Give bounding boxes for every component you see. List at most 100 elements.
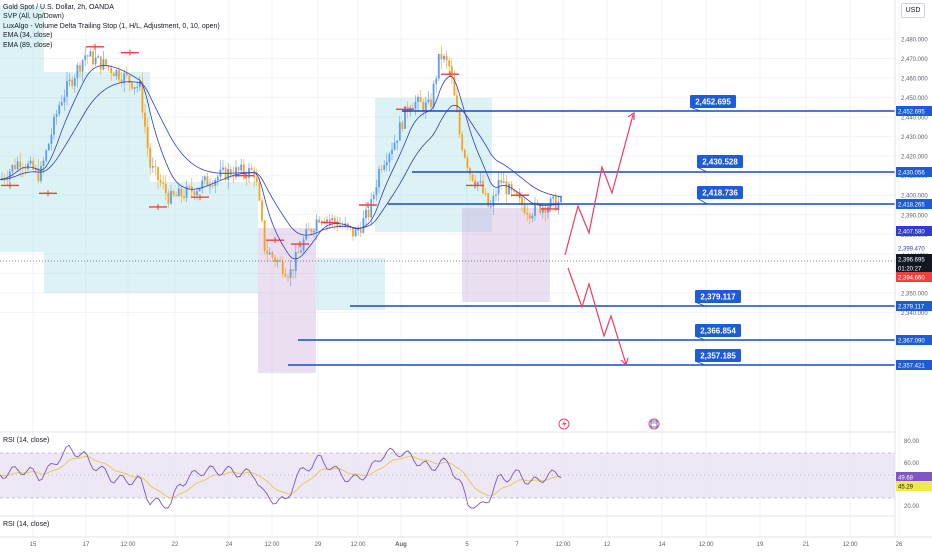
price-tick: 2,420.000: [901, 155, 928, 161]
candle-body: [359, 229, 362, 233]
candle: [534, 197, 536, 221]
time-tick: 5: [465, 542, 469, 548]
candle: [383, 160, 386, 172]
candle: [27, 160, 29, 171]
candle-body: [502, 181, 505, 183]
rsi-pane[interactable]: [0, 431, 895, 517]
candle-body: [401, 122, 404, 129]
level-3[interactable]: 2,418.736: [388, 186, 895, 205]
candle-body: [136, 86, 139, 88]
candle: [123, 69, 126, 93]
candle: [281, 256, 284, 279]
candle-body: [162, 182, 165, 184]
level-label-box[interactable]: [695, 324, 741, 337]
candle-body: [133, 87, 136, 89]
level-1[interactable]: 2,452.695: [402, 95, 895, 112]
candle: [284, 268, 287, 278]
candle: [271, 250, 274, 262]
candle: [482, 174, 484, 195]
level-label-box[interactable]: [697, 155, 743, 168]
price-levels[interactable]: 2,452.695 2,430.528 2,418.736 2,379.117 2,36…: [288, 95, 895, 366]
candle-body: [79, 65, 81, 72]
ema-axis-tag-2-bg: [896, 243, 932, 253]
candle-body: [154, 166, 157, 168]
level-label[interactable]: 2,366.854: [700, 327, 736, 336]
price-axis[interactable]: 2,480.000 2,470.000 2,460.000 2,450.000 2,44…: [894, 0, 932, 537]
indicator-luxalgo[interactable]: LuxAlgo - Volume Delta Trailing Stop (1,…: [3, 22, 220, 30]
candle-body: [489, 206, 492, 208]
lightning-icon[interactable]: [558, 418, 570, 430]
candle-body: [94, 57, 97, 65]
candle-body: [73, 78, 76, 87]
level-axis-tag-bg: [896, 335, 932, 345]
level-label-box[interactable]: [695, 349, 741, 362]
candle: [469, 166, 471, 182]
projection-down-path[interactable]: [567, 267, 627, 365]
candle-body: [105, 59, 107, 67]
level-label[interactable]: 2,430.528: [702, 158, 738, 167]
candle-body: [214, 180, 217, 186]
candle-body: [492, 195, 495, 207]
candle-body: [482, 181, 484, 194]
level-label[interactable]: 2,418.736: [702, 189, 738, 198]
candle: [476, 181, 479, 192]
candle-body: [11, 165, 14, 172]
indicator-ema-34[interactable]: EMA (34, close): [3, 32, 53, 40]
level-label[interactable]: 2,379.117: [700, 293, 736, 302]
candle: [58, 100, 61, 117]
candle: [167, 189, 170, 209]
level-label[interactable]: 2,452.695: [695, 98, 731, 107]
indicator-svp[interactable]: SVP (All, Up/Down): [3, 13, 64, 21]
candle-body: [471, 174, 474, 181]
symbol-title[interactable]: Gold Spot / U.S. Dollar, 2h, OANDA: [3, 4, 114, 11]
candle-body: [552, 196, 555, 199]
candle: [53, 113, 55, 140]
level-axis-tag-bg: [896, 167, 932, 177]
candle: [63, 89, 66, 111]
candle: [450, 58, 453, 84]
level-label[interactable]: 2,357.185: [700, 352, 736, 361]
candle-body: [240, 164, 243, 171]
candle-body: [149, 147, 152, 168]
time-tick: 12:00: [350, 542, 366, 548]
candle-body: [466, 157, 469, 168]
level-6[interactable]: 2,357.185: [288, 349, 895, 366]
currency-button[interactable]: USD: [901, 3, 925, 18]
candle: [120, 72, 123, 88]
candle-body: [370, 199, 373, 218]
projection-arrows[interactable]: [564, 111, 635, 367]
level-label-box[interactable]: [695, 290, 741, 303]
projection-up-path[interactable]: [564, 114, 634, 256]
calendar-flag-icon[interactable]: [648, 418, 660, 430]
candle: [193, 189, 196, 200]
candle: [68, 73, 71, 87]
time-tick: 22: [172, 542, 179, 548]
level-label-box[interactable]: [697, 186, 743, 199]
time-axis[interactable]: 15 17 12:00 22 24 12:00 29 12:00 Aug 5 7 12:00 12 14 1…: [0, 536, 932, 548]
level-4[interactable]: 2,379.117: [350, 290, 895, 307]
candle: [60, 94, 63, 107]
candle-body: [89, 51, 92, 57]
indicator-ema-89[interactable]: EMA (89, close): [3, 41, 53, 49]
candle: [365, 202, 367, 228]
level-label-box[interactable]: [690, 95, 736, 108]
rsi-value-tag-bg: [896, 472, 932, 482]
rsi-legend-top[interactable]: RSI (14, close): [3, 437, 50, 444]
candle: [492, 188, 495, 215]
event-icons[interactable]: [558, 418, 660, 430]
level-5[interactable]: 2,366.854: [298, 324, 895, 341]
ema-34-line: [0, 64, 563, 260]
rsi-legend-bottom[interactable]: RSI (14, close): [3, 521, 50, 528]
candle: [154, 159, 157, 176]
candle: [66, 72, 68, 106]
candle-body: [58, 105, 61, 115]
rsi-tick: 20.00: [904, 504, 920, 510]
candle: [71, 76, 74, 90]
rsi-ma-value-tag: 45.29: [898, 485, 914, 491]
candle: [47, 142, 50, 151]
candle-body: [287, 276, 289, 278]
level-2[interactable]: 2,430.528: [412, 155, 895, 173]
candle-body: [456, 95, 458, 112]
